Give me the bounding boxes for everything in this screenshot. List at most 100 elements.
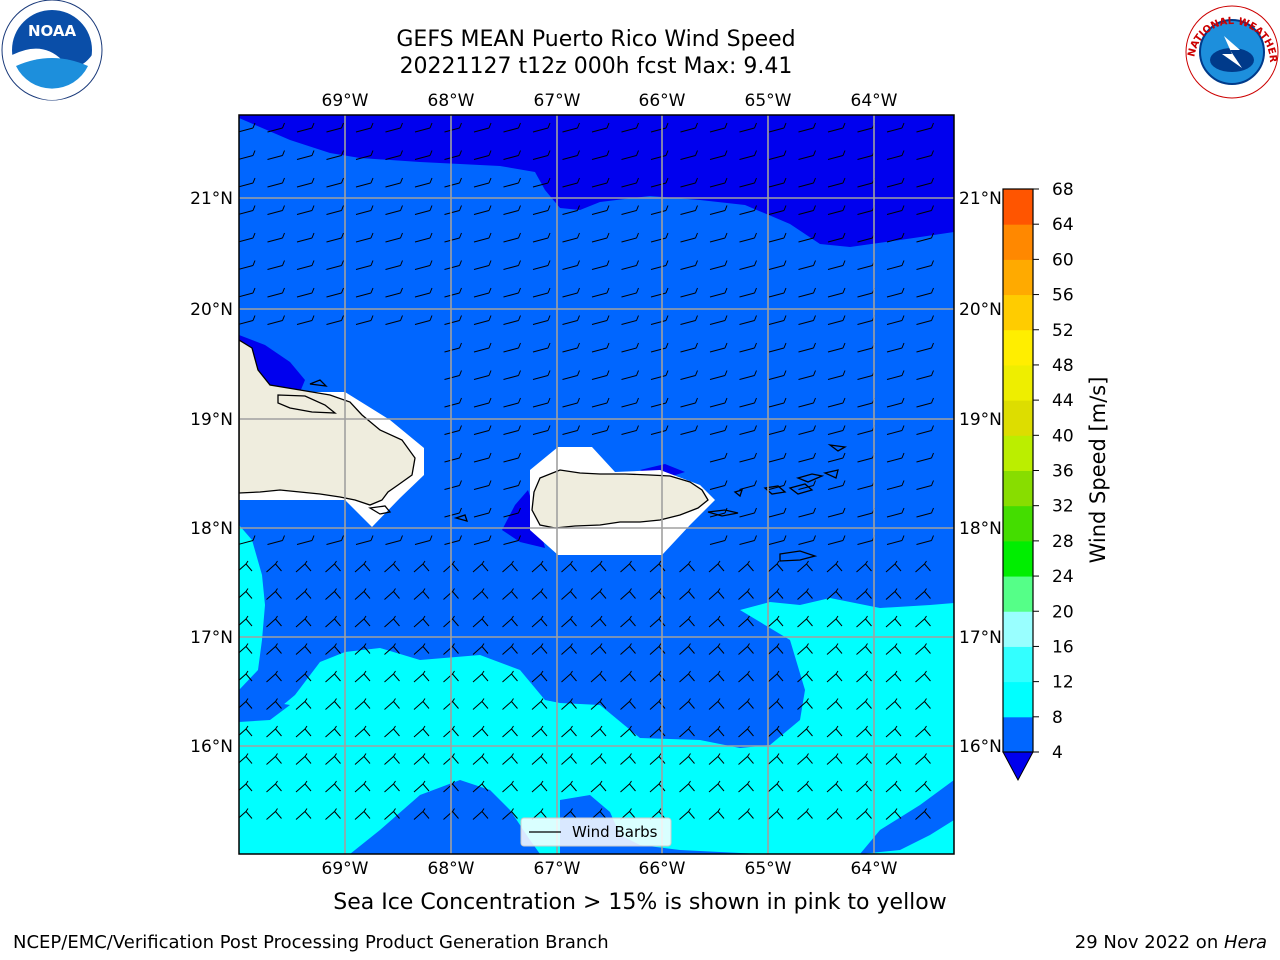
wind-barb (768, 287, 787, 298)
wind-barb (739, 370, 757, 380)
wind-barb (621, 370, 639, 380)
wind-barb (267, 232, 285, 243)
wind-barb (266, 698, 282, 710)
wind-barb (738, 698, 754, 710)
wind-barb (239, 588, 253, 599)
wind-barb (562, 287, 580, 298)
wind-barb (827, 397, 846, 408)
wind-barb (532, 287, 551, 298)
lon-label: 66°W (639, 859, 686, 879)
wind-barb (798, 535, 816, 545)
wind-barb (886, 315, 905, 325)
wind-barb (709, 535, 728, 545)
lat-label: 18°N (190, 519, 233, 539)
wind-barb (266, 808, 282, 820)
wind-barb (385, 122, 403, 133)
wind-barb (472, 560, 489, 573)
wind-barb (621, 397, 639, 408)
wind-barb (739, 397, 757, 408)
wind-barb (767, 670, 784, 683)
wind-barb (591, 177, 610, 188)
wind-barb (649, 670, 666, 683)
wind-barb (472, 725, 489, 738)
wind-barb (472, 615, 489, 628)
wind-barb (826, 725, 843, 738)
wind-barb (239, 232, 256, 243)
wind-barb (826, 615, 843, 628)
figure-title-line1: GEFS MEAN Puerto Rico Wind Speed (396, 27, 796, 52)
wind-barb (915, 808, 931, 820)
wind-barb (768, 370, 787, 380)
wind-barb (620, 560, 636, 573)
wind-barb (413, 643, 430, 655)
wind-barb (886, 260, 905, 270)
wind-barb (827, 535, 846, 545)
wind-barb (827, 122, 846, 133)
wind-barb (650, 150, 669, 160)
wind-barb (295, 615, 312, 628)
wind-barb (239, 150, 256, 160)
wind-barb (797, 780, 813, 793)
wind-barbs (239, 122, 934, 820)
wind-barb (502, 753, 518, 765)
wind-barb (856, 615, 872, 628)
wind-barb (649, 588, 666, 600)
wind-barb (650, 425, 669, 435)
wind-barb (826, 670, 843, 683)
wind-barb (239, 535, 256, 545)
wind-barb (827, 150, 846, 160)
wind-barb (886, 342, 905, 353)
wind-barb (295, 560, 312, 573)
wind-barb (709, 342, 728, 353)
wind-barb (532, 342, 551, 353)
wind-barb (620, 753, 636, 765)
wind-barb (326, 122, 344, 133)
wind-barb (739, 507, 757, 518)
wind-barb (738, 588, 754, 600)
wind-barb (503, 507, 521, 518)
wind-barb (502, 698, 518, 710)
wind-barb (590, 643, 607, 655)
wind-barb (709, 150, 728, 160)
wind-barb (473, 287, 492, 298)
wind-barb (561, 808, 577, 820)
wind-barb (444, 287, 462, 298)
wind-barb (621, 150, 639, 160)
wind-barb (239, 177, 256, 188)
wind-barb (916, 260, 934, 270)
wind-barb (797, 643, 813, 655)
wind-barb (473, 315, 492, 325)
wind-barb (680, 122, 698, 133)
wind-barb (239, 315, 256, 325)
wind-barb (708, 560, 725, 573)
wind-barb (472, 698, 489, 710)
footer-date: 29 Nov 2022 on Hera (1074, 932, 1267, 953)
wind-barb (709, 232, 728, 243)
wind-barb (325, 643, 341, 655)
wind-barb (503, 480, 521, 490)
wind-barb (916, 480, 934, 490)
wind-barb (620, 588, 636, 600)
wind-barb (797, 753, 813, 765)
wind-barb (798, 122, 816, 133)
wind-barb (296, 260, 315, 270)
colorbar-tick-label: 44 (1052, 391, 1074, 411)
wind-barb (738, 753, 754, 765)
wind-barb (443, 808, 459, 820)
wind-barb (767, 588, 784, 600)
wind-barb (916, 342, 934, 353)
wind-barb (886, 370, 905, 380)
wind-barb (767, 780, 784, 793)
wind-barb (472, 808, 489, 820)
lat-labels-left: 21°N 20°N 19°N 18°N 17°N 16°N (190, 189, 233, 757)
wind-barb (561, 698, 577, 710)
wind-barb (916, 122, 934, 133)
wind-barb (620, 698, 636, 710)
wind-barb (532, 205, 551, 215)
wind-barb (326, 315, 344, 325)
wind-barb (295, 698, 312, 710)
colorbar-label: Wind Speed [m/s] (1086, 377, 1110, 564)
wind-barb (503, 315, 521, 325)
wind-barb (503, 150, 521, 160)
